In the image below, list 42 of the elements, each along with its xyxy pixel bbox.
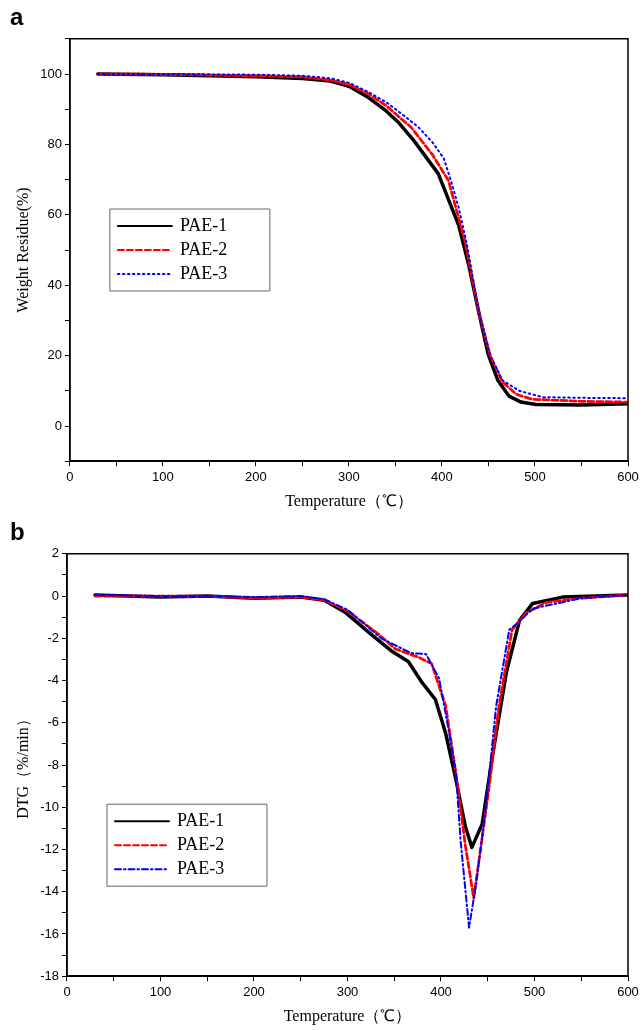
- y-tick-label: -4: [47, 672, 59, 688]
- x-tick-label: 200: [245, 468, 267, 484]
- x-axis-title: Temperature（℃）: [283, 1006, 412, 1025]
- y-tick-label: -14: [40, 883, 59, 899]
- x-tick-label: 300: [338, 468, 360, 484]
- legend-label: PAE-2: [176, 833, 225, 854]
- x-tick-label: 400: [430, 983, 452, 999]
- y-tick-label: -16: [40, 925, 59, 941]
- y-tick-label: -6: [47, 714, 59, 730]
- x-tick-label: 0: [66, 468, 74, 484]
- y-tick-label: 100: [40, 65, 62, 81]
- legend-label: PAE-3: [176, 857, 225, 878]
- y-tick-label: -8: [47, 756, 59, 772]
- y-tick-label: -10: [40, 798, 59, 814]
- y-tick-label: 0: [54, 417, 62, 433]
- y-tick-label: 0: [51, 587, 59, 603]
- x-tick-label: 600: [617, 983, 639, 999]
- y-axis-title: Weight Residue(%): [13, 187, 32, 313]
- chart-title: a: [10, 3, 24, 31]
- y-tick-label: 20: [47, 347, 62, 363]
- legend-label: PAE-2: [179, 238, 228, 259]
- x-tick-label: 600: [617, 468, 639, 484]
- y-tick-label: 40: [47, 276, 62, 292]
- chart-title: b: [10, 518, 25, 546]
- x-tick-label: 200: [243, 983, 265, 999]
- x-tick-label: 500: [523, 983, 546, 999]
- y-tick-label: -12: [40, 841, 59, 857]
- x-tick-label: 300: [336, 983, 359, 999]
- y-tick-label: 2: [51, 545, 59, 561]
- y-tick-label: 80: [47, 135, 62, 151]
- legend-label: PAE-1: [179, 214, 228, 235]
- x-axis-title: Temperature（℃）: [285, 491, 413, 510]
- legend-label: PAE-1: [176, 809, 225, 830]
- x-tick-label: 500: [524, 468, 546, 484]
- y-tick-label: 60: [47, 206, 62, 222]
- y-tick-label: -2: [47, 629, 59, 645]
- y-tick-label: -18: [40, 967, 59, 983]
- x-tick-label: 100: [152, 468, 174, 484]
- legend-label: PAE-3: [179, 262, 228, 283]
- x-tick-label: 400: [431, 468, 453, 484]
- x-tick-label: 100: [149, 983, 172, 999]
- y-axis-title: DTG（%/min）: [13, 711, 31, 819]
